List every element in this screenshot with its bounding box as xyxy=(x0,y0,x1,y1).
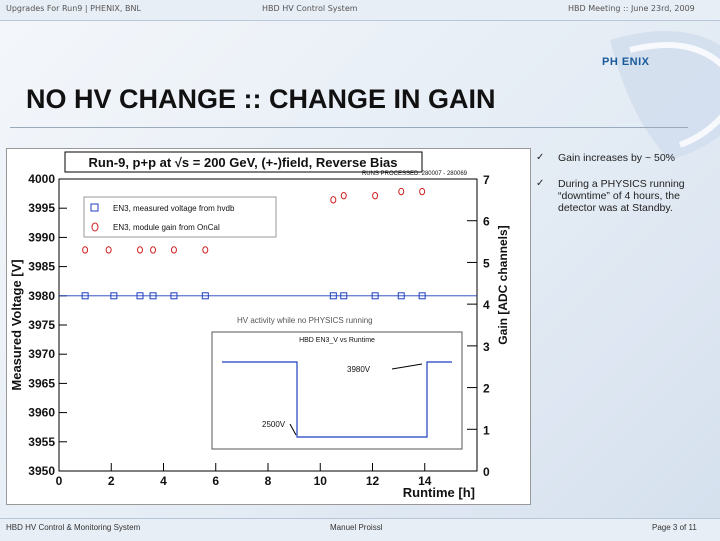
logo-swoosh-graphic xyxy=(610,31,720,160)
y2-tick-label: 0 xyxy=(483,465,490,479)
y2-tick-label: 4 xyxy=(483,298,490,312)
voltage-data-point xyxy=(371,292,379,300)
voltage-data-point xyxy=(397,292,405,300)
voltage-data-point xyxy=(329,292,337,300)
chart-title-box xyxy=(64,151,423,173)
voltage-data-point xyxy=(170,292,178,300)
voltage-data-point xyxy=(149,292,157,300)
chart-subtitle: RUNS PROCESSED: 280007 - 280069 xyxy=(362,171,468,177)
gain-data-point xyxy=(398,187,405,196)
x-axis-title: Runtime [h] xyxy=(403,485,475,500)
gain-data-point xyxy=(82,246,89,254)
legend-label: EN3, measured voltage from hvdb xyxy=(113,204,235,213)
y-tick-label: 3985 xyxy=(28,260,55,274)
title-divider xyxy=(10,127,688,128)
bullet-text: During a PHYSICS running “downtime” of 4… xyxy=(558,178,685,214)
bullet-text: Gain increases by ~ 50% xyxy=(558,152,676,164)
chart-title: Run-9, p+p at √s = 200 GeV, (+-)field, R… xyxy=(88,155,397,170)
voltage-data-point xyxy=(110,292,118,300)
y-tick-label: 4000 xyxy=(28,172,55,186)
y2-tick-label: 7 xyxy=(483,173,490,187)
y-tick-label: 3970 xyxy=(28,347,55,361)
gain-data-point xyxy=(330,196,337,204)
header-left-text: Upgrades For Run9 | PHENIX, BNL xyxy=(6,4,141,13)
x-tick-label: 6 xyxy=(212,474,219,488)
y-axis-title: Measured Voltage [V] xyxy=(9,259,24,390)
legend-label: EN3, module gain from OnCal xyxy=(113,223,220,232)
y-tick-label: 3990 xyxy=(28,230,55,244)
gain-data-point xyxy=(150,246,157,254)
gain-data-point xyxy=(372,191,379,200)
header-center-text: HBD HV Control System xyxy=(262,4,358,13)
bullet-item: ✓ During a PHYSICS running “downtime” of… xyxy=(536,178,716,214)
legend-marker-circle xyxy=(91,222,99,232)
footer-page-number: Page 3 of 11 xyxy=(652,523,697,532)
bullet-item: ✓ Gain increases by ~ 50% xyxy=(536,152,716,164)
y2-tick-label: 3 xyxy=(483,340,490,354)
gain-data-point xyxy=(105,246,112,254)
slide-title: NO HV CHANGE :: CHANGE IN GAIN xyxy=(26,84,496,114)
y2-tick-label: 5 xyxy=(483,256,490,270)
voltage-data-point xyxy=(136,292,144,300)
voltage-data-point xyxy=(81,292,89,300)
y-tick-label: 3980 xyxy=(28,289,55,303)
header-bar xyxy=(0,0,720,21)
y-tick-label: 3965 xyxy=(28,376,55,390)
checkmark-icon: ✓ xyxy=(536,152,545,163)
legend-box xyxy=(83,196,277,238)
inset-annotation: HV activity while no PHYSICS running xyxy=(237,316,373,325)
x-tick-label: 2 xyxy=(108,474,115,488)
gain-data-point xyxy=(170,246,177,254)
inset-title: HBD EN3_V vs Runtime xyxy=(299,337,375,344)
x-tick-label: 14 xyxy=(418,474,432,488)
y-tick-label: 3960 xyxy=(28,406,55,420)
checkmark-icon: ✓ xyxy=(536,178,545,189)
voltage-data-point xyxy=(340,292,348,300)
gain-data-point xyxy=(202,246,209,254)
y2-tick-label: 1 xyxy=(483,423,490,437)
y-tick-label: 3950 xyxy=(28,464,55,478)
phenix-logo: PH ENIX xyxy=(602,56,650,68)
gain-data-point xyxy=(419,187,426,196)
plot-panel: 0 2 4 6 8 10 12 14 3950 3955 3960 3965 3970 3975 3980 3… xyxy=(6,148,531,505)
x-tick-label: 10 xyxy=(314,474,328,488)
y2-axis-title: Gain [ADC channels] xyxy=(496,225,510,344)
footer-left-text: HBD HV Control & Monitoring System xyxy=(6,523,141,532)
header-right-text: HBD Meeting :: June 23rd, 2009 xyxy=(568,4,695,13)
inset-arrow-low xyxy=(289,423,297,436)
inset-label-low: 2500V xyxy=(262,420,286,429)
gain-data-point xyxy=(136,246,143,254)
footer-center-text: Manuel Proissl xyxy=(330,523,383,532)
x-tick-label: 8 xyxy=(265,474,272,488)
inset-label-high: 3980V xyxy=(347,365,371,374)
x-tick-label: 0 xyxy=(56,474,63,488)
inset-frame xyxy=(211,331,463,450)
y-tick-label: 3995 xyxy=(28,201,55,215)
gain-data-point xyxy=(340,191,347,200)
y2-tick-label: 6 xyxy=(483,215,490,229)
y-tick-label: 3955 xyxy=(28,435,55,449)
y2-tick-label: 2 xyxy=(483,382,490,396)
x-tick-label: 4 xyxy=(160,474,167,488)
bullet-list: ✓ Gain increases by ~ 50% ✓ During a PHY… xyxy=(536,152,716,228)
inset-trace xyxy=(222,361,452,438)
footer-bar xyxy=(0,518,720,541)
chart-svg: 0 2 4 6 8 10 12 1439503955396039653970397539803… xyxy=(9,151,510,500)
legend-marker-square xyxy=(90,203,99,212)
voltage-data-point xyxy=(201,292,209,300)
voltage-data-point xyxy=(418,292,426,300)
x-tick-label: 12 xyxy=(366,474,380,488)
inset-arrow-high xyxy=(391,363,423,370)
y-tick-label: 3975 xyxy=(28,318,55,332)
